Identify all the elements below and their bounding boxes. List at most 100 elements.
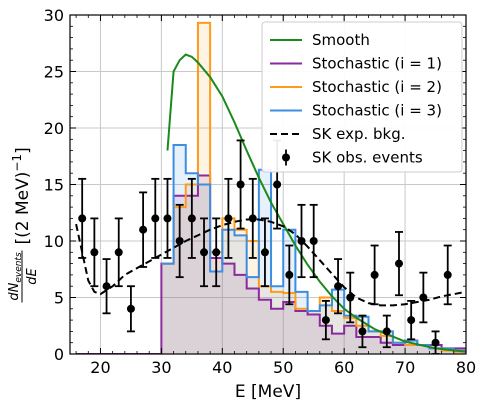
y-tick-label: 0 — [54, 345, 64, 364]
data-point — [394, 259, 403, 268]
ticks: 20 30 40 50 60 70 80 0 5 10 15 20 25 30 — [44, 6, 477, 377]
data-point — [273, 180, 282, 189]
data-point-group — [139, 191, 148, 268]
data-point — [443, 270, 452, 279]
y-tick-label: 10 — [44, 232, 64, 251]
data-point — [419, 293, 428, 302]
y-title-numerator-main: dN — [7, 282, 22, 300]
data-point-group — [419, 271, 428, 324]
data-point-group — [151, 177, 160, 259]
x-tick-label: 20 — [90, 358, 110, 377]
y-tick-label: 20 — [44, 119, 64, 138]
data-point-group — [187, 177, 196, 259]
data-point — [309, 237, 318, 245]
data-point-group — [346, 271, 355, 324]
data-point-group — [78, 177, 87, 259]
data-point-group — [431, 330, 440, 354]
data-point-group — [321, 299, 330, 341]
y-title-numerator: dNevents — [7, 252, 24, 301]
legend-box — [261, 21, 463, 173]
data-point — [224, 214, 233, 223]
data-point-group — [102, 258, 111, 315]
data-point-group — [200, 217, 209, 288]
data-point — [102, 282, 111, 291]
histogram-fill — [161, 144, 466, 354]
data-point — [175, 237, 184, 245]
legend-label: Stochastic (i = 2) — [312, 78, 442, 96]
legend-entry: Stochastic (i = 2) — [270, 78, 442, 96]
y-axis-title: dNevents dE [(2 MeV)−1] — [7, 147, 40, 303]
data-point-group — [236, 139, 245, 230]
data-point — [297, 237, 306, 245]
data-point — [236, 180, 245, 189]
legend-label: Smooth — [312, 31, 370, 49]
data-point — [285, 270, 294, 279]
data-point — [321, 316, 330, 325]
data-point — [90, 248, 99, 257]
y-tick-label: 15 — [44, 176, 64, 195]
y-title-numerator-sub: events — [14, 252, 24, 283]
legend-entry: Stochastic (i = 1) — [270, 55, 442, 73]
data-point-group — [175, 203, 184, 279]
data-point — [139, 225, 148, 234]
x-tick-label: 40 — [212, 358, 232, 377]
y-title-unit-exponent: −1 — [10, 154, 24, 172]
legend-point-swatch — [282, 153, 290, 162]
data-point — [370, 270, 379, 279]
data-point — [358, 327, 367, 336]
data-point — [382, 327, 391, 336]
data-point-group — [90, 217, 99, 288]
data-point-group — [443, 244, 452, 306]
x-tick-label: 60 — [334, 358, 354, 377]
legend-label: Stochastic (i = 1) — [312, 55, 442, 73]
legend-entry: SK exp. bkg. — [270, 125, 406, 143]
y-title-unit-text: [(2 MeV) — [13, 172, 33, 245]
data-point-group — [212, 217, 221, 288]
data-point — [78, 214, 87, 223]
y-title-unit: [(2 MeV)−1] — [10, 147, 33, 244]
x-tick-label: 50 — [273, 358, 293, 377]
data-point — [346, 293, 355, 302]
legend-label: SK exp. bkg. — [312, 125, 406, 143]
y-tick-label: 30 — [44, 6, 64, 25]
legend-label: Stochastic (i = 3) — [312, 102, 442, 120]
data-point — [126, 304, 135, 313]
data-point-group — [309, 203, 318, 279]
legend-label: SK obs. events — [312, 149, 423, 167]
histogram-step-line — [161, 143, 466, 352]
data-point — [248, 214, 257, 223]
data-point-group — [114, 217, 123, 288]
data-point — [212, 248, 221, 257]
y-tick-label: 25 — [44, 63, 64, 82]
data-point-group — [224, 177, 233, 259]
data-point-group — [285, 244, 294, 306]
data-point-group — [358, 314, 367, 349]
data-point-group — [370, 244, 379, 306]
data-point-group — [126, 285, 135, 333]
x-axis-title: E [MeV] — [235, 382, 301, 402]
data-point — [407, 316, 416, 325]
y-title-unit-close: ] — [13, 147, 33, 154]
data-point — [260, 248, 269, 257]
data-point — [114, 248, 123, 257]
x-tick-label: 30 — [151, 358, 171, 377]
data-point — [200, 248, 209, 257]
plot-area: 20 30 40 50 60 70 80 0 5 10 15 20 25 30 E [MeV] dNevent… — [7, 6, 476, 402]
data-point-group — [248, 177, 257, 259]
data-point — [431, 338, 440, 347]
y-title-denominator: dE — [25, 267, 40, 284]
data-point — [334, 282, 343, 291]
y-tick-label: 5 — [54, 289, 64, 308]
data-point-group — [334, 258, 343, 315]
data-point-group — [394, 231, 403, 297]
background-dashed-line — [75, 218, 466, 307]
legend: Smooth Stochastic (i = 1) Stochastic (i = … — [261, 21, 463, 173]
data-point-group — [407, 299, 416, 341]
data-point-group — [260, 217, 269, 288]
data-point-group — [382, 314, 391, 349]
legend-entry: Stochastic (i = 3) — [270, 102, 442, 120]
x-tick-label: 70 — [395, 358, 415, 377]
data-point — [187, 214, 196, 223]
x-tick-label: 80 — [456, 358, 476, 377]
